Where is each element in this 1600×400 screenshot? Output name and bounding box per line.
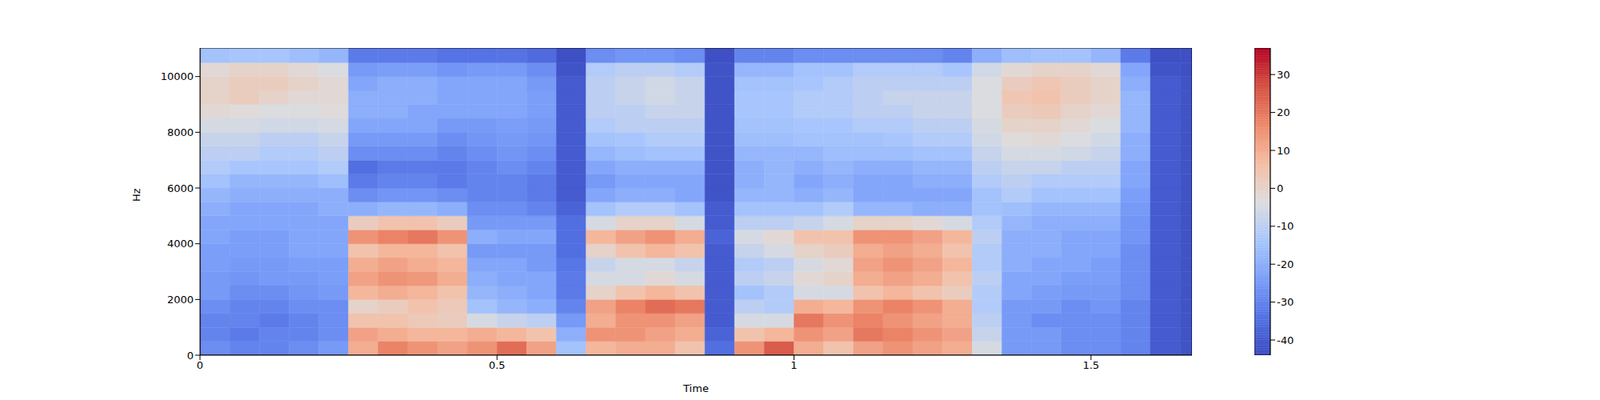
svg-text:-20: -20 <box>1276 258 1294 271</box>
svg-text:2000: 2000 <box>167 293 194 306</box>
svg-text:4000: 4000 <box>167 237 194 250</box>
svg-text:1.5: 1.5 <box>1082 359 1100 372</box>
svg-text:0: 0 <box>196 359 204 372</box>
svg-text:10: 10 <box>1276 144 1291 157</box>
svg-text:1: 1 <box>790 359 797 372</box>
svg-text:20: 20 <box>1276 106 1291 119</box>
svg-text:6000: 6000 <box>167 182 194 195</box>
svg-text:-40: -40 <box>1276 334 1294 347</box>
svg-text:10000: 10000 <box>160 70 194 83</box>
svg-text:-30: -30 <box>1276 296 1294 308</box>
svg-text:Hz: Hz <box>130 188 143 202</box>
svg-text:0.5: 0.5 <box>488 359 506 372</box>
svg-text:Time: Time <box>682 382 709 395</box>
svg-text:0: 0 <box>187 349 194 362</box>
svg-text:8000: 8000 <box>167 126 194 139</box>
svg-text:30: 30 <box>1276 68 1291 81</box>
svg-text:0: 0 <box>1276 182 1284 195</box>
svg-text:-10: -10 <box>1276 220 1294 232</box>
